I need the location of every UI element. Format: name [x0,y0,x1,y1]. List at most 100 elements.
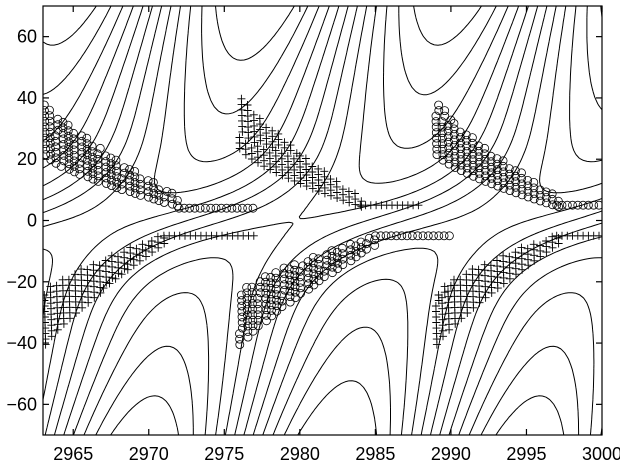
circle-marker [242,305,252,314]
circle-marker [59,145,69,155]
circle-marker [285,275,295,285]
contour-level-8 [43,6,602,435]
circle-marker [195,203,205,213]
circle-marker [75,169,85,179]
circle-marker [529,177,539,187]
contour-level-4 [43,6,602,435]
circle-marker [111,166,121,176]
plus-marker [542,237,551,245]
circle-marker [107,181,116,191]
plus-marker [114,252,122,261]
circle-marker [45,116,55,126]
circle-marker [277,302,287,312]
circle-marker [295,266,305,276]
circle-marker [486,157,496,167]
circle-marker [370,240,380,250]
circle-marker [227,203,237,213]
circle-marker [69,139,79,149]
contour-level-6 [43,6,602,435]
circle-marker [267,305,276,315]
circle-marker [50,131,60,141]
circle-marker [93,176,103,186]
circle-marker [70,161,79,171]
circle-marker [261,283,271,293]
plus-marker [320,167,329,176]
circle-marker [541,187,551,197]
contour-level-7 [43,6,602,435]
circle-marker [253,321,263,331]
circle-marker [493,176,503,186]
circle-marker [456,166,466,176]
x-tick-label: 2985 [355,444,395,464]
plus-marker [255,114,264,123]
circle-marker [450,141,460,150]
circle-marker [200,203,210,213]
circle-marker [480,149,490,159]
x-tick-label: 2980 [280,444,320,464]
circle-marker [45,105,54,115]
circle-marker [434,231,444,241]
circle-marker [271,284,281,294]
plus-marker [235,133,244,142]
circle-marker [242,310,252,320]
y-tick-label: 40 [17,88,37,108]
circle-marker [59,150,69,160]
plus-marker [332,177,341,186]
plus-marker [505,252,514,261]
plus-marker [237,94,246,103]
circle-marker [431,117,441,126]
circle-marker [468,155,478,165]
circle-marker [43,106,49,115]
circle-marker [446,115,456,125]
circle-marker [449,129,459,139]
circle-marker [584,200,593,210]
circle-marker [88,158,97,168]
circle-marker [431,122,441,132]
circle-marker [437,128,447,138]
circle-marker [159,198,169,207]
circle-marker [247,299,257,309]
circle-marker [468,144,478,154]
circle-marker [547,189,557,199]
circle-marker [272,301,282,311]
circle-marker [547,194,557,204]
plus-marker [249,110,258,119]
circle-marker [480,171,490,181]
circle-marker [93,154,102,164]
circle-marker [437,133,447,143]
circle-marker [93,171,103,181]
plus-marker [105,279,114,288]
circle-marker [255,282,265,292]
circle-marker [277,296,287,306]
circle-marker [284,264,294,274]
circle-marker [43,133,50,143]
circle-marker [449,119,459,128]
plus-marker [120,248,129,257]
circle-marker [290,271,300,281]
circle-marker [43,117,50,126]
circle-marker [392,231,401,241]
circle-marker [261,299,271,309]
circle-marker [64,137,73,147]
circle-marker [261,294,271,304]
plus-marker [99,284,108,293]
circle-marker [456,160,466,170]
contour-level-0 [43,6,565,435]
circle-marker [468,160,478,170]
circle-marker [235,329,244,339]
circle-marker [248,304,257,314]
circle-marker [487,179,497,189]
circle-marker [262,316,271,326]
circle-marker [557,200,567,210]
x-tick-label: 2990 [431,444,471,464]
circle-marker [474,168,484,178]
plus-marker [529,240,538,249]
circle-marker [493,181,503,191]
circle-marker [429,231,438,241]
contour-level-3 [43,6,602,435]
x-tick-label: 2975 [204,444,244,464]
circle-marker [77,131,87,141]
circle-marker [440,106,450,115]
circle-marker [578,200,588,210]
circle-marker [261,288,271,298]
